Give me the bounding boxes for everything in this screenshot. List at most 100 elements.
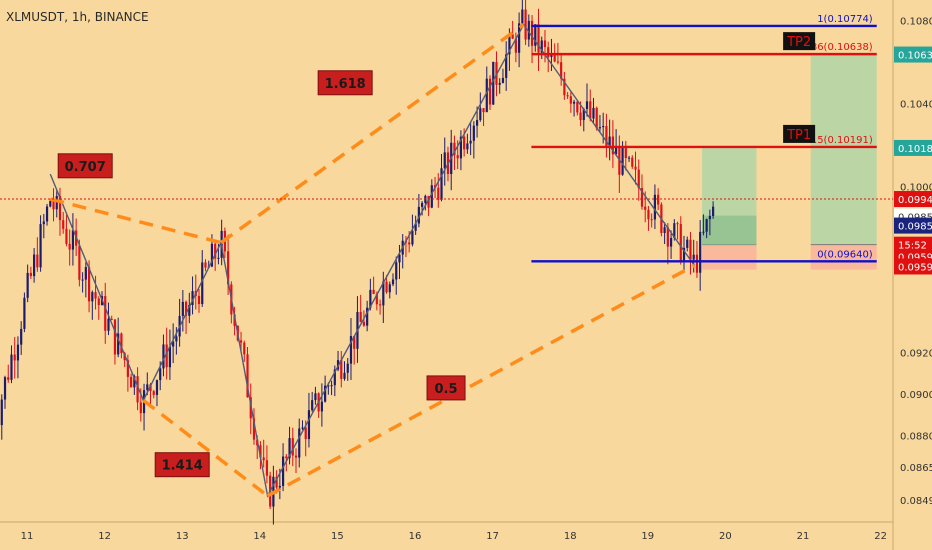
candle-body — [592, 107, 595, 119]
candle-body — [49, 200, 52, 207]
candle-body — [13, 354, 16, 361]
candle-body — [650, 219, 653, 221]
fib-level-label: 0.5(0.10191) — [808, 135, 873, 146]
candle-body — [579, 112, 582, 121]
candle-body — [378, 304, 382, 306]
candle-body — [437, 187, 440, 200]
candle-body — [298, 428, 301, 458]
candle-body — [653, 194, 657, 220]
price-tag-label: 0.10636 — [898, 51, 932, 62]
candle-body — [246, 354, 249, 398]
candle-body — [676, 223, 679, 225]
ratio-box — [317, 70, 373, 96]
candle-body — [307, 410, 311, 440]
price-tag-label: 0.09595 — [898, 253, 932, 264]
candle-body — [84, 267, 87, 280]
ratio-box — [426, 375, 466, 401]
candle-body — [275, 476, 278, 488]
candle-body — [369, 289, 372, 308]
candle-body — [291, 438, 294, 456]
candle-body — [527, 20, 530, 40]
candle-body — [395, 262, 398, 280]
candle-body — [375, 293, 378, 305]
candle-body — [712, 206, 715, 216]
candle-body — [97, 298, 100, 306]
candle-body — [608, 136, 611, 147]
candle-body — [42, 221, 45, 225]
x-tick-label: 17 — [486, 531, 499, 542]
candle-body — [168, 346, 172, 368]
candle-body — [52, 200, 55, 210]
candle-body — [501, 77, 505, 83]
price-tag-label: 0.10186 — [898, 144, 932, 155]
loss-zone — [702, 244, 757, 270]
candle-body — [430, 185, 433, 208]
candle-body — [113, 319, 117, 355]
candle-body — [595, 107, 598, 129]
candle-body — [611, 136, 614, 155]
candle-body — [702, 231, 705, 233]
ratio-box — [154, 452, 210, 478]
candle-body — [7, 377, 10, 380]
candle-body — [518, 23, 521, 53]
candle-body — [366, 307, 369, 326]
candle-body — [382, 281, 385, 306]
candle-body — [398, 254, 401, 263]
candle-body — [485, 78, 488, 113]
candle-body — [508, 34, 511, 55]
candle-body — [537, 24, 540, 53]
candle-body — [26, 272, 29, 298]
price-tag-label: 0.09595 — [898, 262, 932, 273]
candle-body — [408, 242, 411, 245]
ratio-label: 0.707 — [65, 160, 106, 175]
candle-body — [239, 340, 243, 343]
candle-body — [640, 188, 644, 207]
candle-body — [553, 54, 556, 62]
candle-body — [36, 254, 39, 268]
candle-body — [0, 399, 3, 426]
price-tag — [894, 258, 932, 275]
candle-body — [78, 245, 81, 280]
x-tick-label: 15 — [331, 531, 344, 542]
candle-body — [94, 292, 97, 299]
candle-body — [669, 237, 673, 247]
candle-body — [281, 456, 285, 486]
candle-body — [33, 254, 36, 277]
price-tag — [894, 217, 932, 234]
ratio-label: 1.414 — [162, 459, 203, 474]
candle-body — [456, 155, 459, 159]
candle-body — [184, 301, 188, 316]
target-badge — [783, 124, 816, 143]
candle-body — [346, 363, 349, 373]
candle-body — [159, 368, 162, 381]
x-tick-label: 19 — [641, 531, 654, 542]
ratio-label: 1.618 — [325, 77, 366, 92]
candle-body — [155, 380, 159, 395]
candle-body — [139, 402, 142, 414]
candle-body — [666, 227, 669, 247]
candle-body — [695, 254, 699, 273]
x-tick-label: 12 — [98, 531, 111, 542]
candle-body — [259, 445, 262, 458]
candle-body — [294, 455, 298, 458]
candle-body — [427, 195, 430, 208]
price-tag — [894, 46, 932, 63]
candle-body — [459, 136, 463, 159]
candle-body — [505, 54, 508, 78]
fib-level-label: 0(0.09640) — [817, 249, 873, 260]
candle-body — [188, 304, 191, 316]
candle-body — [453, 142, 456, 156]
candle-body — [582, 109, 585, 121]
candle-body — [16, 344, 20, 361]
candle-body — [45, 206, 49, 222]
pattern-leg — [219, 23, 525, 245]
candle-body — [278, 485, 281, 488]
candle-body — [39, 224, 42, 268]
candle-body — [673, 223, 676, 238]
candle-body — [23, 297, 26, 329]
candle-body — [252, 418, 256, 440]
